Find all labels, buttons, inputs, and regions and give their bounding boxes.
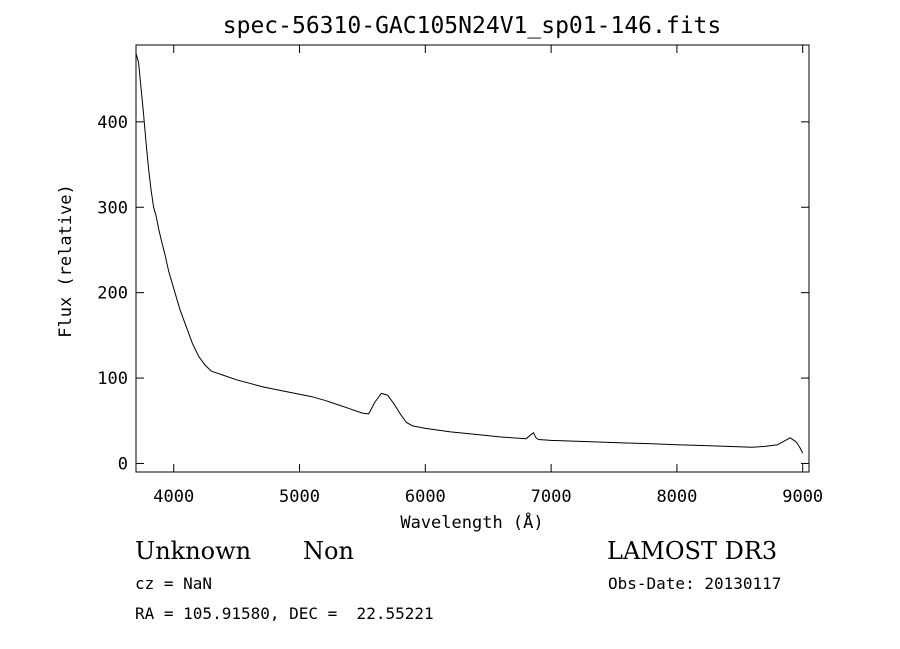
x-axis: 4000 5000 6000 7000 8000 9000	[153, 45, 823, 507]
y-axis-label: Flux (relative)	[56, 184, 76, 338]
plot-frame	[135, 44, 810, 473]
x-tick-label: 6000	[405, 487, 446, 507]
coordinates-label: RA = 105.91580, DEC = 22.55221	[135, 604, 434, 623]
chart-title: spec-56310-GAC105N24V1_sp01-146.fits	[223, 13, 722, 39]
x-tick-label: 8000	[656, 487, 697, 507]
y-axis: 0 100 200 300 400	[97, 113, 809, 474]
obs-date-label: Obs-Date: 20130117	[608, 574, 782, 593]
y-tick-label: 300	[97, 198, 128, 218]
x-tick-label: 4000	[153, 487, 194, 507]
y-tick-label: 100	[97, 369, 128, 389]
y-tick-label: 200	[97, 284, 128, 304]
redshift-label: cz = NaN	[135, 574, 213, 593]
y-tick-label: 0	[118, 454, 128, 474]
classification-label: Unknown	[135, 537, 252, 565]
spectrum-line	[135, 53, 804, 454]
survey-label: LAMOST DR3	[607, 537, 778, 565]
subclass-label: Non	[303, 537, 354, 565]
x-tick-label: 5000	[279, 487, 320, 507]
y-tick-label: 400	[97, 113, 128, 133]
x-tick-label: 7000	[531, 487, 572, 507]
x-axis-label: Wavelength (Å)	[400, 511, 543, 533]
x-tick-label: 9000	[782, 487, 823, 507]
